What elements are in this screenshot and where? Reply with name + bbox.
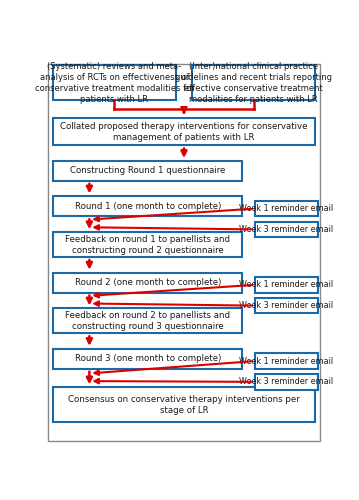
Text: Feedback on round 2 to panellists and
constructing round 3 questionnaire: Feedback on round 2 to panellists and co… bbox=[65, 311, 230, 331]
FancyBboxPatch shape bbox=[53, 118, 315, 146]
FancyBboxPatch shape bbox=[255, 354, 318, 369]
FancyBboxPatch shape bbox=[255, 222, 318, 237]
FancyBboxPatch shape bbox=[53, 232, 242, 257]
FancyBboxPatch shape bbox=[192, 65, 315, 100]
Text: Week 3 reminder email: Week 3 reminder email bbox=[239, 301, 333, 310]
Text: Collated proposed therapy interventions for conservative
management of patients : Collated proposed therapy interventions … bbox=[60, 122, 308, 142]
Text: (Systematic) reviews and meta-
analysis of RCTs on effectiveness of
conservative: (Systematic) reviews and meta- analysis … bbox=[34, 62, 194, 104]
FancyBboxPatch shape bbox=[255, 374, 318, 390]
Text: Consensus on conservative therapy interventions per
stage of LR: Consensus on conservative therapy interv… bbox=[68, 394, 300, 414]
FancyBboxPatch shape bbox=[255, 277, 318, 292]
Text: Round 2 (one month to complete): Round 2 (one month to complete) bbox=[75, 278, 221, 287]
Text: (Inter)national clinical practice
guidelines and recent trials reporting
effecti: (Inter)national clinical practice guidel… bbox=[175, 62, 332, 104]
Text: Week 3 reminder email: Week 3 reminder email bbox=[239, 225, 333, 234]
FancyBboxPatch shape bbox=[53, 272, 242, 292]
Text: Week 1 reminder email: Week 1 reminder email bbox=[239, 356, 333, 366]
FancyBboxPatch shape bbox=[53, 308, 242, 334]
FancyBboxPatch shape bbox=[255, 298, 318, 314]
FancyBboxPatch shape bbox=[53, 65, 176, 100]
Text: Week 1 reminder email: Week 1 reminder email bbox=[239, 204, 333, 213]
Text: Feedback on round 1 to panellists and
constructing round 2 questionnaire: Feedback on round 1 to panellists and co… bbox=[65, 234, 230, 255]
Text: Week 3 reminder email: Week 3 reminder email bbox=[239, 378, 333, 386]
FancyBboxPatch shape bbox=[53, 161, 242, 181]
FancyBboxPatch shape bbox=[53, 196, 242, 216]
Text: Week 1 reminder email: Week 1 reminder email bbox=[239, 280, 333, 289]
Text: Round 3 (one month to complete): Round 3 (one month to complete) bbox=[75, 354, 221, 364]
FancyBboxPatch shape bbox=[255, 201, 318, 216]
Text: Constructing Round 1 questionnaire: Constructing Round 1 questionnaire bbox=[70, 166, 225, 175]
FancyBboxPatch shape bbox=[53, 387, 315, 422]
FancyBboxPatch shape bbox=[53, 349, 242, 369]
Text: Round 1 (one month to complete): Round 1 (one month to complete) bbox=[75, 202, 221, 211]
